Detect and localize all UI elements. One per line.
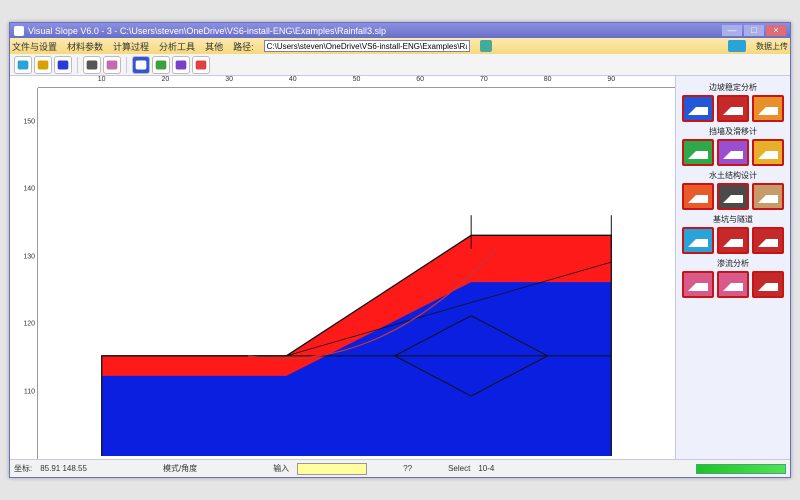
- panel-group-title: 挡墙及滑移计: [680, 126, 786, 137]
- path-input[interactable]: [264, 40, 470, 52]
- slope-1-icon[interactable]: [682, 95, 714, 122]
- pit-1-icon[interactable]: [682, 227, 714, 254]
- status-select-label: Select: [448, 464, 470, 473]
- menu-tools[interactable]: 分析工具: [159, 40, 195, 53]
- close-button[interactable]: ×: [766, 25, 786, 36]
- ruler-vertical: 110120130140150: [10, 88, 38, 459]
- pit-3-icon[interactable]: [752, 227, 784, 254]
- soil-2-icon[interactable]: [717, 183, 749, 210]
- save-icon[interactable]: [54, 56, 72, 74]
- analysis-side-panel: 边坡稳定分析挡墙及滑移计水土结构设计基坑与隧道渗流分析: [675, 76, 790, 459]
- path-label: 路径:: [233, 40, 254, 53]
- status-input-label: 输入: [273, 463, 289, 474]
- plot-canvas[interactable]: [38, 88, 675, 459]
- app-icon: [14, 26, 24, 36]
- panel-group-title: 渗流分析: [680, 258, 786, 269]
- menu-materials[interactable]: 材料参数: [67, 40, 103, 53]
- run-blue-icon[interactable]: [132, 56, 150, 74]
- seep-3-icon[interactable]: [752, 271, 784, 298]
- app-window: Visual Slope V6.0 - 3 - C:\Users\steven\…: [9, 22, 791, 478]
- refresh-icon[interactable]: [14, 56, 32, 74]
- seep-1-icon[interactable]: [682, 271, 714, 298]
- client-area: 102030405060708090 110120130140150 边坡稳定分…: [10, 76, 790, 459]
- panel-group-title: 基坑与隧道: [680, 214, 786, 225]
- slope-2-icon[interactable]: [717, 95, 749, 122]
- soil-1-icon[interactable]: [682, 183, 714, 210]
- open-icon[interactable]: [34, 56, 52, 74]
- soil-3-icon[interactable]: [752, 183, 784, 210]
- panel-group-title: 水土结构设计: [680, 170, 786, 181]
- cloud-upload-label[interactable]: 数据上传: [756, 41, 788, 52]
- minimize-button[interactable]: —: [722, 25, 742, 36]
- wall-2-icon[interactable]: [717, 139, 749, 166]
- menu-bar: 文件与设置 材料参数 计算过程 分析工具 其他 路径: 数据上传: [10, 38, 790, 54]
- status-select-value: 10-4: [478, 464, 494, 473]
- palette-icon[interactable]: [103, 56, 121, 74]
- status-coord-label: 坐标:: [14, 463, 32, 474]
- panel-group-title: 边坡稳定分析: [680, 82, 786, 93]
- ruler-horizontal: 102030405060708090: [38, 76, 675, 88]
- slope-3-icon[interactable]: [752, 95, 784, 122]
- cloud-upload-icon[interactable]: [728, 40, 746, 52]
- gradient-icon[interactable]: [192, 56, 210, 74]
- seep-2-icon[interactable]: [717, 271, 749, 298]
- status-progress-bar: [696, 464, 786, 474]
- menu-calc[interactable]: 计算过程: [113, 40, 149, 53]
- maximize-button[interactable]: □: [744, 25, 764, 36]
- status-bar: 坐标: 85.91 148.55 模式/角度 输入 ?? Select 10-4: [10, 459, 790, 477]
- path-go-icon[interactable]: [480, 40, 492, 52]
- status-input-field[interactable]: [297, 463, 367, 475]
- status-frame: ??: [403, 464, 412, 473]
- print-icon[interactable]: [83, 56, 101, 74]
- status-coord-value: 85.91 148.55: [40, 464, 87, 473]
- layers-icon[interactable]: [172, 56, 190, 74]
- menu-file[interactable]: 文件与设置: [12, 40, 57, 53]
- toolbar: [10, 54, 790, 76]
- status-mode-label: 模式/角度: [163, 463, 197, 474]
- window-title: Visual Slope V6.0 - 3 - C:\Users\steven\…: [28, 26, 386, 36]
- window-controls: — □ ×: [722, 25, 786, 36]
- wall-1-icon[interactable]: [682, 139, 714, 166]
- title-bar[interactable]: Visual Slope V6.0 - 3 - C:\Users\steven\…: [10, 23, 790, 38]
- pit-2-icon[interactable]: [717, 227, 749, 254]
- menu-other[interactable]: 其他: [205, 40, 223, 53]
- wall-3-icon[interactable]: [752, 139, 784, 166]
- drawing-area[interactable]: 102030405060708090 110120130140150: [10, 76, 675, 459]
- wand-icon[interactable]: [152, 56, 170, 74]
